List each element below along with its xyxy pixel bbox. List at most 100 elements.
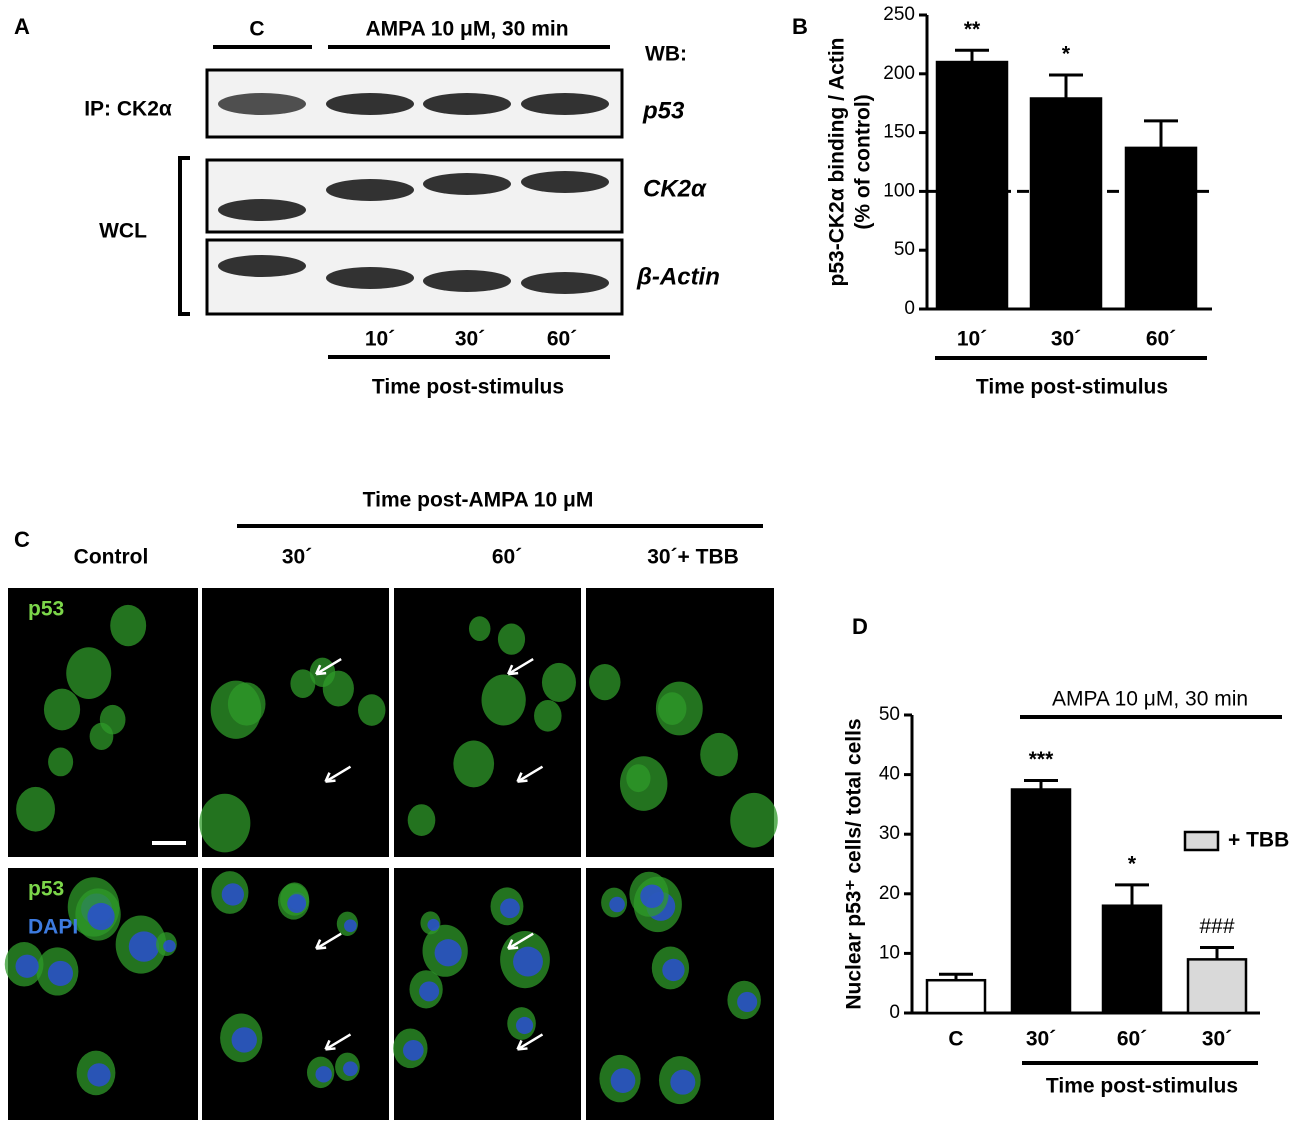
legend-label: + TBB <box>1228 829 1289 852</box>
nucleus <box>427 918 440 931</box>
y-tick-label: 250 <box>883 4 915 25</box>
y-tick-label: 30 <box>879 823 900 844</box>
label: IP: CK2α <box>84 98 172 121</box>
cell <box>43 688 81 731</box>
band <box>218 199 306 221</box>
bar <box>1186 958 1248 1015</box>
y-tick-label: 50 <box>879 704 900 725</box>
blots <box>205 68 624 316</box>
band <box>521 272 609 294</box>
label: 60´ <box>547 328 577 351</box>
nucleus <box>315 1066 332 1083</box>
bar <box>1101 904 1163 1015</box>
label: AMPA 10 μM, 30 min <box>365 18 568 41</box>
cell <box>730 792 778 848</box>
y-tick-label: 10 <box>879 942 900 963</box>
label: DAPI <box>28 916 78 939</box>
bar <box>1029 97 1103 311</box>
nucleus <box>343 1061 358 1077</box>
nucleus <box>419 981 440 1002</box>
nucleus <box>670 1069 696 1095</box>
x-axis-label: Time post-stimulus <box>1046 1075 1238 1098</box>
bar <box>935 60 1009 311</box>
y-tick-label: 50 <box>894 239 915 260</box>
band <box>521 171 609 193</box>
arrow <box>507 658 534 676</box>
label: C <box>249 18 264 41</box>
nucleus <box>513 946 543 977</box>
x-tick-label: 10´ <box>957 328 987 351</box>
label: 30´ <box>455 328 485 351</box>
label: WCL <box>99 220 147 243</box>
legend-swatch <box>1183 830 1220 852</box>
band <box>326 179 414 201</box>
band <box>423 173 511 195</box>
arrow <box>324 765 352 783</box>
cell <box>322 670 354 707</box>
cell <box>110 604 147 647</box>
y-tick-label: 0 <box>889 1002 900 1023</box>
panel-label: A <box>14 14 30 39</box>
nucleus <box>231 1027 257 1053</box>
y-tick-label: 150 <box>883 122 915 143</box>
label: Time post-stimulus <box>372 376 564 399</box>
band <box>218 93 306 115</box>
x-tick-label: 60´ <box>1146 328 1176 351</box>
x-tick-label: C <box>948 1028 963 1051</box>
x-tick-label: 30´ <box>1026 1028 1056 1051</box>
nucleus <box>434 939 462 967</box>
arrow <box>507 932 534 950</box>
y-tick-label: 100 <box>883 180 915 201</box>
bar <box>925 978 987 1015</box>
x-tick-label: 30´ <box>1051 328 1081 351</box>
nucleus <box>402 1039 424 1061</box>
x-tick-label: 60´ <box>1117 1028 1147 1051</box>
nucleus <box>662 958 685 982</box>
label: p53 <box>642 97 685 124</box>
nucleus <box>287 894 307 914</box>
annotation: ### <box>1199 915 1234 938</box>
cell <box>453 740 495 788</box>
y-axis-label: p53-CK2α binding / Actin <box>826 38 849 287</box>
nucleus <box>610 1068 636 1093</box>
band <box>423 270 511 292</box>
band <box>521 93 609 115</box>
label: p53 <box>28 598 64 621</box>
panel-label: B <box>792 14 808 39</box>
nucleus <box>47 960 74 987</box>
annotation: * <box>1062 43 1071 66</box>
cell <box>497 623 526 655</box>
nucleus <box>163 939 176 953</box>
y-tick-label: 20 <box>879 883 900 904</box>
cell <box>657 692 687 725</box>
cell <box>99 704 126 735</box>
bar <box>1010 788 1072 1015</box>
x-tick-label: 30´ <box>1202 1028 1232 1051</box>
arrow <box>315 658 342 676</box>
cell <box>468 616 491 642</box>
nucleus <box>128 931 160 962</box>
label: 60´ <box>492 546 522 569</box>
label: p53 <box>28 878 64 901</box>
annotation: *** <box>1029 748 1054 771</box>
label: CK2α <box>643 175 707 202</box>
nucleus <box>640 884 664 909</box>
blot <box>205 158 624 234</box>
cell <box>199 793 251 853</box>
arrow <box>516 1033 544 1051</box>
panel-label: D <box>852 614 868 639</box>
panel-c: C Time post-AMPA 10 μM Control 30´ 60´ 3… <box>4 489 778 1120</box>
cell <box>589 664 621 701</box>
cell <box>619 756 668 811</box>
bracket <box>178 156 190 316</box>
nucleus <box>221 883 244 906</box>
cell <box>290 669 316 698</box>
y-tick-label: 200 <box>883 63 915 84</box>
x-axis-label: Time post-stimulus <box>976 376 1168 399</box>
y-axis-label: Nuclear p53⁺ cells/ total cells <box>843 718 866 1009</box>
cell <box>16 786 56 832</box>
band <box>218 255 306 277</box>
nucleus <box>15 954 39 978</box>
micrographs <box>4 588 778 1120</box>
